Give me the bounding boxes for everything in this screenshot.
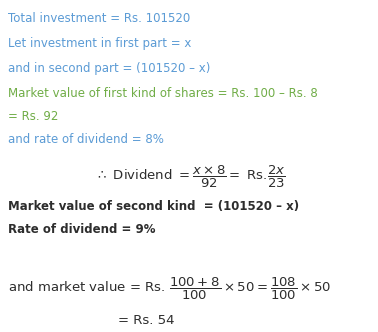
- Text: Rate of dividend = 9%: Rate of dividend = 9%: [8, 223, 155, 236]
- Text: and in second part = (101520 – x): and in second part = (101520 – x): [8, 62, 211, 75]
- Text: = Rs. 92: = Rs. 92: [8, 110, 58, 123]
- Text: Market value of first kind of shares = Rs. 100 – Rs. 8: Market value of first kind of shares = R…: [8, 87, 318, 100]
- Text: = Rs. 54: = Rs. 54: [118, 314, 175, 327]
- Text: Market value of second kind  = (101520 – x): Market value of second kind = (101520 – …: [8, 200, 299, 213]
- Text: Total investment = Rs. 101520: Total investment = Rs. 101520: [8, 12, 190, 25]
- Text: and rate of dividend = 8%: and rate of dividend = 8%: [8, 133, 164, 146]
- Text: and market value = Rs. $\dfrac{100+8}{100}\times 50 = \dfrac{108}{100}\times 50$: and market value = Rs. $\dfrac{100+8}{10…: [8, 276, 331, 302]
- Text: $\therefore$ Dividend $= \dfrac{x \times 8}{92} = $ Rs.$\dfrac{2x}{23}$: $\therefore$ Dividend $= \dfrac{x \times…: [95, 164, 286, 190]
- Text: Let investment in first part = x: Let investment in first part = x: [8, 37, 191, 50]
